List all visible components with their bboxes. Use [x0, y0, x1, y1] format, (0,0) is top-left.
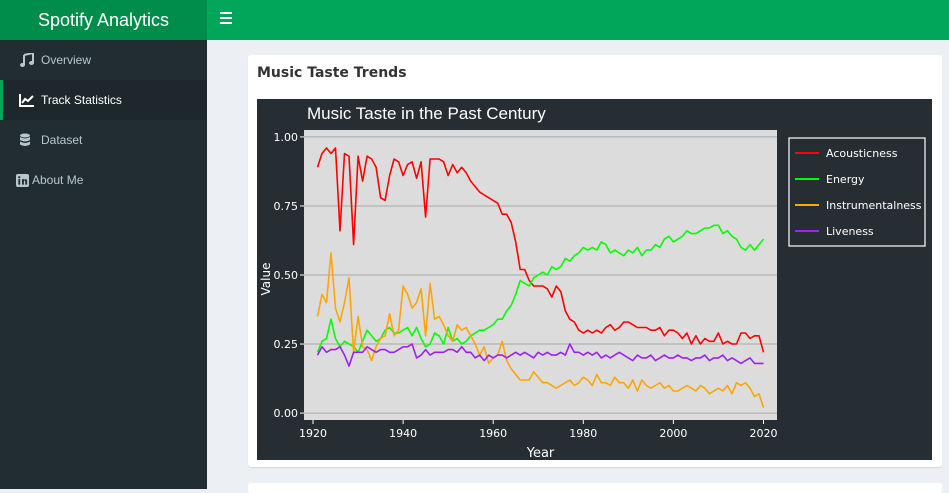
linkedin-icon	[16, 173, 29, 187]
y-tick-label: 1.00	[274, 131, 299, 144]
sidebar-item-track-statistics[interactable]: Track Statistics	[0, 80, 207, 120]
series-line-energy	[316, 224, 765, 354]
y-axis-label: Value	[259, 263, 273, 296]
x-tick-label: 2000	[659, 427, 687, 440]
legend-label: Instrumentalness	[826, 199, 922, 212]
legend-label: Liveness	[826, 225, 874, 238]
legend-label: Energy	[826, 173, 865, 186]
x-axis-label: Year	[526, 446, 555, 460]
line-chart-icon	[19, 94, 34, 107]
y-tick-label: 0.50	[274, 269, 299, 282]
chart-title: Music Taste in the Past Century	[307, 104, 546, 123]
sidebar-item-label: Overview	[41, 53, 92, 67]
sidebar-item-label: About Me	[32, 173, 84, 187]
sidebar-toggle-icon[interactable]	[220, 12, 232, 24]
x-tick-label: 2020	[749, 427, 777, 440]
series-line-liveness	[316, 343, 764, 367]
chart-container: Music Taste in the Past Century 0.00 0.25 0…	[257, 99, 932, 461]
series-line-acousticness	[316, 147, 765, 353]
sidebar-item-label: Track Statistics	[41, 93, 122, 107]
line-chart: Music Taste in the Past Century 0.00 0.25 0…	[257, 99, 932, 461]
sidebar: Overview Track Statistics Dataset About …	[0, 40, 207, 489]
sidebar-item-dataset[interactable]: Dataset	[0, 120, 207, 160]
database-icon	[20, 133, 30, 146]
app-title[interactable]: Spotify Analytics	[0, 0, 207, 40]
top-navbar	[207, 0, 949, 40]
sidebar-item-overview[interactable]: Overview	[0, 40, 207, 80]
x-tick-label: 1940	[389, 427, 417, 440]
sidebar-item-about-me[interactable]: About Me	[0, 160, 207, 200]
series-line-instrumentalness	[316, 252, 765, 408]
legend-label: Acousticness	[826, 147, 898, 160]
legend-box	[788, 137, 926, 247]
next-box	[248, 483, 942, 493]
x-tick-label: 1980	[569, 427, 597, 440]
x-tick-label: 1920	[299, 427, 327, 440]
x-tick-label: 1960	[479, 427, 507, 440]
y-tick-label: 0.00	[274, 407, 299, 420]
music-icon	[20, 53, 34, 67]
y-tick-label: 0.75	[274, 200, 299, 213]
y-tick-label: 0.25	[274, 338, 299, 351]
box-title: Music Taste Trends	[257, 65, 407, 81]
sidebar-item-label: Dataset	[41, 133, 83, 147]
